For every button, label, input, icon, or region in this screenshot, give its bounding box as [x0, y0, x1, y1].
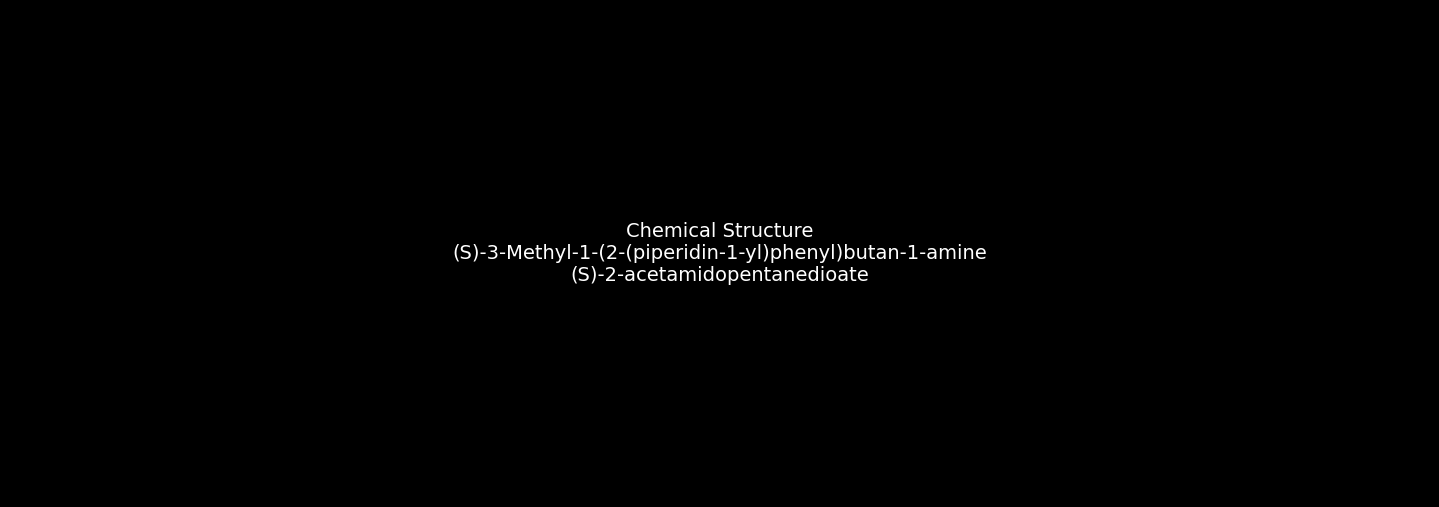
Text: Chemical Structure
(S)-3-Methyl-1-(2-(piperidin-1-yl)phenyl)butan-1-amine
(S)-2-: Chemical Structure (S)-3-Methyl-1-(2-(pi… [452, 222, 987, 285]
